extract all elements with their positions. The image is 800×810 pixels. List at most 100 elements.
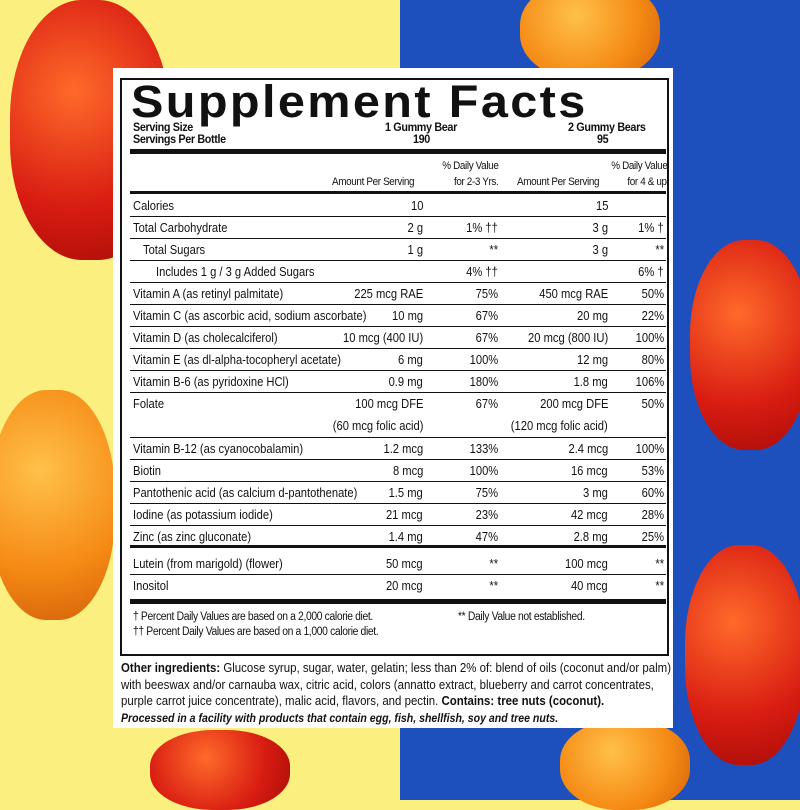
nutrient-name: Zinc (as zinc gluconate) xyxy=(133,529,252,544)
amount-1: 225 mcg RAE xyxy=(354,286,423,301)
amount-1: 50 mcg xyxy=(386,556,423,571)
amount-2: 20 mg xyxy=(576,308,608,323)
daily-value-1: ** xyxy=(489,556,498,571)
gummy-bear-orange-left xyxy=(0,390,115,620)
folic-acid-1: (60 mcg folic acid) xyxy=(332,418,423,433)
gummy-bear-orange-bottom xyxy=(560,720,690,810)
daily-value-1: 1% †† xyxy=(466,220,498,235)
nutrient-name: Vitamin B-12 (as cyanocobalamin) xyxy=(133,441,304,456)
table-row: Vitamin E (as dl-alpha-tocopheryl acetat… xyxy=(130,349,666,371)
daily-value-2: 50% xyxy=(641,286,664,301)
amount-2: 2.4 mcg xyxy=(568,441,608,456)
daily-value-1: 75% xyxy=(475,485,498,500)
amount-1: 1.2 mcg xyxy=(383,441,423,456)
amount-2: 3 mg xyxy=(583,485,608,500)
amount-2: 1.8 mg xyxy=(573,374,608,389)
daily-value-1: ** xyxy=(489,578,498,593)
amount-1: 21 mcg xyxy=(386,507,423,522)
nutrient-name: Calories xyxy=(133,198,175,213)
header-dv2-line1: % Daily Value xyxy=(610,160,668,172)
table-row: Inositol 20 mcg ** 40 mcg ** xyxy=(130,575,666,597)
other-ingredients: Other ingredients: Glucose syrup, sugar,… xyxy=(121,660,675,726)
header-amount-1: Amount Per Serving xyxy=(331,176,414,188)
table-row: Includes 1 g / 3 g Added Sugars 4% †† 6% † xyxy=(130,261,666,283)
nutrient-name: Pantothenic acid (as calcium d-pantothen… xyxy=(133,485,358,500)
table-row: Iodine (as potassium iodide) 21 mcg 23% 42 … xyxy=(130,504,666,526)
daily-value-2: 80% xyxy=(641,352,664,367)
table-row: Calories 10 15 xyxy=(130,195,666,217)
amount-1: 100 mcg DFE xyxy=(354,396,423,411)
daily-value-2: 28% xyxy=(641,507,664,522)
table-row: Vitamin A (as retinyl palmitate) 225 mcg … xyxy=(130,283,666,305)
header-dv1-line2: for 2-3 Yrs. xyxy=(453,176,499,188)
table-row: Vitamin B-12 (as cyanocobalamin) 1.2 mcg 1… xyxy=(130,438,666,460)
table-row: Lutein (from marigold) (flower) 50 mcg ** 1… xyxy=(130,553,666,575)
amount-1: 10 xyxy=(410,198,423,213)
thick-divider-bottom xyxy=(130,599,666,604)
facility-statement: Processed in a facility with products th… xyxy=(121,710,559,725)
supplement-facts-box xyxy=(120,78,669,656)
nutrient-name: Inositol xyxy=(133,578,169,593)
amount-1: 10 mcg (400 IU) xyxy=(342,330,423,345)
daily-value-1: 100% xyxy=(469,463,498,478)
nutrient-name: Iodine (as potassium iodide) xyxy=(133,507,273,522)
gummy-bear-red-bottom-right xyxy=(685,545,800,765)
nutrient-name: Includes 1 g / 3 g Added Sugars xyxy=(156,264,315,279)
table-row: Total Carbohydrate 2 g 1% †† 3 g 1% † xyxy=(130,217,666,239)
amount-1: 8 mcg xyxy=(392,463,423,478)
daily-value-1: ** xyxy=(489,242,498,257)
nutrient-name: Vitamin E (as dl-alpha-tocopheryl acetat… xyxy=(133,352,341,367)
amount-2: 16 mcg xyxy=(571,463,608,478)
amount-2: 15 xyxy=(595,198,608,213)
table-row: Vitamin B-6 (as pyridoxine HCl) 0.9 mg 180… xyxy=(130,371,666,393)
daily-value-2: 50% xyxy=(641,396,664,411)
serving-size-2: 2 Gummy Bears xyxy=(568,120,646,134)
amount-2: 100 mcg xyxy=(565,556,608,571)
daily-value-2: 25% xyxy=(641,529,664,544)
daily-value-2: 100% xyxy=(635,330,664,345)
amount-1: 2 g xyxy=(407,220,423,235)
header-divider xyxy=(130,191,666,194)
table-row: Pantothenic acid (as calcium d-pantothen… xyxy=(130,482,666,504)
amount-2: 450 mcg RAE xyxy=(539,286,608,301)
daily-value-1: 67% xyxy=(475,330,498,345)
footnote-stars: ** Daily Value not established. xyxy=(458,611,585,623)
ingredients-label: Other ingredients: xyxy=(121,660,221,675)
daily-value-2: 60% xyxy=(641,485,664,500)
daily-value-2: 6% † xyxy=(638,264,664,279)
amount-1: 0.9 mg xyxy=(388,374,423,389)
daily-value-1: 23% xyxy=(475,507,498,522)
gummy-bear-red-bottom xyxy=(150,730,290,810)
amount-2: 3 g xyxy=(592,242,608,257)
daily-value-2: 22% xyxy=(641,308,664,323)
nutrient-name: Total Carbohydrate xyxy=(133,220,228,235)
table-row: Zinc (as zinc gluconate) 1.4 mg 47% 2.8 mg 2… xyxy=(130,526,666,548)
header-dv2-line2: for 4 & up xyxy=(627,176,668,188)
header-dv1-line1: % Daily Value xyxy=(441,160,499,172)
nutrient-name: Total Sugars xyxy=(143,242,206,257)
table-row: Vitamin D (as cholecalciferol) 10 mcg (40… xyxy=(130,327,666,349)
daily-value-1: 4% †† xyxy=(466,264,498,279)
serving-size-1: 1 Gummy Bear xyxy=(385,120,457,134)
nutrient-name: Vitamin A (as retinyl palmitate) xyxy=(133,286,284,301)
thick-divider xyxy=(130,149,666,154)
daily-value-2: ** xyxy=(655,242,664,257)
daily-value-1: 47% xyxy=(475,529,498,544)
nutrient-name: Lutein (from marigold) (flower) xyxy=(133,556,283,571)
folic-acid-2: (120 mcg folic acid) xyxy=(511,418,608,433)
amount-1: 20 mcg xyxy=(386,578,423,593)
footnote-double-dagger: †† Percent Daily Values are based on a 1… xyxy=(133,626,379,638)
amount-1: 1.5 mg xyxy=(388,485,423,500)
nutrient-name: Vitamin C (as ascorbic acid, sodium asco… xyxy=(133,308,367,323)
amount-1: 1.4 mg xyxy=(388,529,423,544)
label-title: Supplement Facts xyxy=(131,76,588,127)
amount-1: 6 mg xyxy=(398,352,423,367)
table-row: Biotin 8 mcg 100% 16 mcg 53% xyxy=(130,460,666,482)
servings-per-1: 190 xyxy=(413,132,430,146)
amount-2: 3 g xyxy=(592,220,608,235)
daily-value-2: ** xyxy=(655,578,664,593)
daily-value-1: 133% xyxy=(469,441,498,456)
table-row: Folate 100 mcg DFE 67% 200 mcg DFE 50% (60 mc… xyxy=(130,393,666,438)
footnote-dagger: † Percent Daily Values are based on a 2,… xyxy=(133,611,373,623)
daily-value-1: 67% xyxy=(475,308,498,323)
